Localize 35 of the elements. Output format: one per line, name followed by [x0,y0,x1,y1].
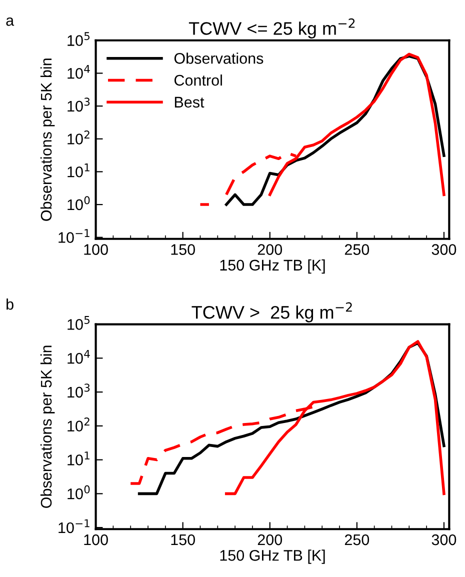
y-tick-label: 10$^{4}$ [68,65,90,79]
y-tick-label: 10$^{0}$ [68,485,90,500]
x-axis-title: 150 GHz TB [K] [220,259,325,274]
y-tick-label: 10$^{−1}$ [58,519,90,534]
y-tick-label: 10$^{5}$ [68,32,90,46]
chart-title: TCWV <= 25 kg m$^{−2}$ [188,18,355,38]
y-tick-label: 10$^{3}$ [68,98,90,112]
y-axis-title: Observations per 5K bin [40,346,55,508]
text: a [6,17,14,26]
y-tick-label: 10$^{2}$ [68,418,90,432]
y-tick-label: 10$^{2}$ [68,130,90,144]
x-tick-label: 100 [84,244,108,255]
x-tick-label: 250 [344,534,370,546]
x-tick-label: 100 [84,534,108,546]
legend-label: Control [174,74,222,86]
y-axis-title: Observations per 5K bin [40,58,55,221]
x-tick-label: 150 [171,534,195,546]
y-tick-label: 10$^{4}$ [68,350,90,364]
x-tick-label: 200 [258,534,282,546]
legend-label: Best [174,96,204,108]
text: b [6,298,14,310]
y-tick-label: 10$^{3}$ [68,384,90,398]
x-tick-label: 300 [432,534,456,546]
y-tick-label: 10$^{−1}$ [58,229,90,243]
x-tick-label: 250 [344,244,370,255]
x-tick-label: 300 [432,244,456,255]
chart-title: TCWV > 25 kg m$^{−2}$ [192,302,352,322]
y-tick-label: 10$^{1}$ [68,164,90,178]
x-axis-title: 150 GHz TB [K] [220,550,325,564]
y-tick-label: 10$^{0}$ [68,196,90,210]
x-tick-label: 150 [171,244,195,255]
y-tick-label: 10$^{5}$ [68,316,90,330]
legend-label: Observations [174,52,264,64]
y-tick-label: 10$^{1}$ [68,452,90,466]
x-tick-label: 200 [258,244,282,255]
